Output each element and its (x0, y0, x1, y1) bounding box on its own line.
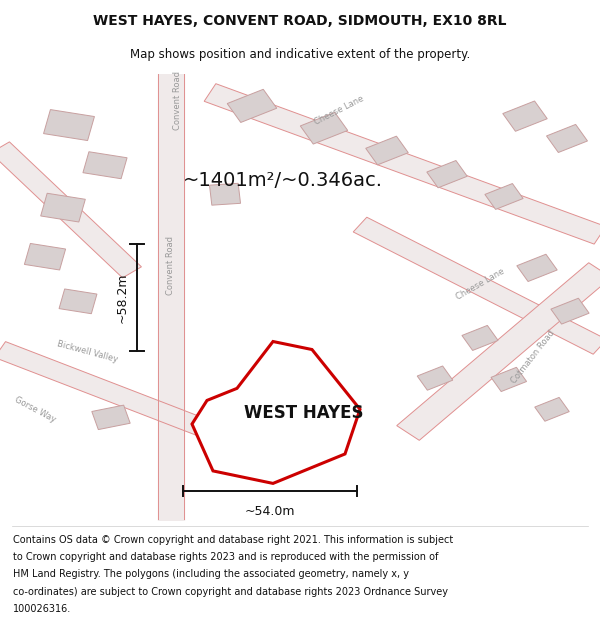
Bar (503, 101, 547, 131)
Bar (551, 298, 589, 324)
Text: WEST HAYES, CONVENT ROAD, SIDMOUTH, EX10 8RL: WEST HAYES, CONVENT ROAD, SIDMOUTH, EX10… (93, 14, 507, 28)
Bar (491, 368, 527, 391)
Text: 100026316.: 100026316. (13, 604, 71, 614)
Bar (25, 244, 65, 270)
Bar (301, 112, 347, 144)
Bar (417, 366, 453, 390)
Bar (92, 405, 130, 429)
Text: ~58.2m: ~58.2m (115, 272, 128, 323)
Text: to Crown copyright and database rights 2023 and is reproduced with the permissio: to Crown copyright and database rights 2… (13, 552, 439, 562)
Bar (41, 193, 85, 222)
Polygon shape (204, 84, 600, 244)
Bar (209, 183, 241, 205)
Text: WEST HAYES: WEST HAYES (244, 404, 364, 422)
Bar (517, 254, 557, 281)
Text: Cotmaton Road: Cotmaton Road (509, 329, 556, 386)
Bar (44, 109, 94, 141)
Bar (83, 152, 127, 179)
Text: Gorse Way: Gorse Way (13, 395, 57, 424)
Polygon shape (353, 217, 600, 354)
Bar (485, 184, 523, 209)
Bar (547, 124, 587, 152)
Text: HM Land Registry. The polygons (including the associated geometry, namely x, y: HM Land Registry. The polygons (includin… (13, 569, 409, 579)
Text: Map shows position and indicative extent of the property.: Map shows position and indicative extent… (130, 48, 470, 61)
Bar (366, 136, 408, 165)
Text: Convent Road: Convent Road (173, 71, 182, 130)
Bar (427, 161, 467, 188)
Polygon shape (397, 262, 600, 441)
Text: Contains OS data © Crown copyright and database right 2021. This information is : Contains OS data © Crown copyright and d… (13, 535, 454, 545)
Polygon shape (192, 341, 360, 483)
Bar (535, 398, 569, 421)
Bar (227, 89, 277, 122)
Text: Bickwell Valley: Bickwell Valley (56, 339, 118, 364)
Text: Convent Road: Convent Road (166, 236, 175, 295)
Polygon shape (0, 142, 142, 278)
Text: Cheese Lane: Cheese Lane (313, 94, 365, 127)
Bar (462, 326, 498, 351)
Text: ~54.0m: ~54.0m (245, 505, 295, 518)
Text: ~1401m²/~0.346ac.: ~1401m²/~0.346ac. (183, 171, 383, 191)
Text: co-ordinates) are subject to Crown copyright and database rights 2023 Ordnance S: co-ordinates) are subject to Crown copyr… (13, 587, 448, 597)
Polygon shape (0, 342, 233, 446)
Bar (59, 289, 97, 314)
Text: Cheese Lane: Cheese Lane (454, 267, 506, 302)
